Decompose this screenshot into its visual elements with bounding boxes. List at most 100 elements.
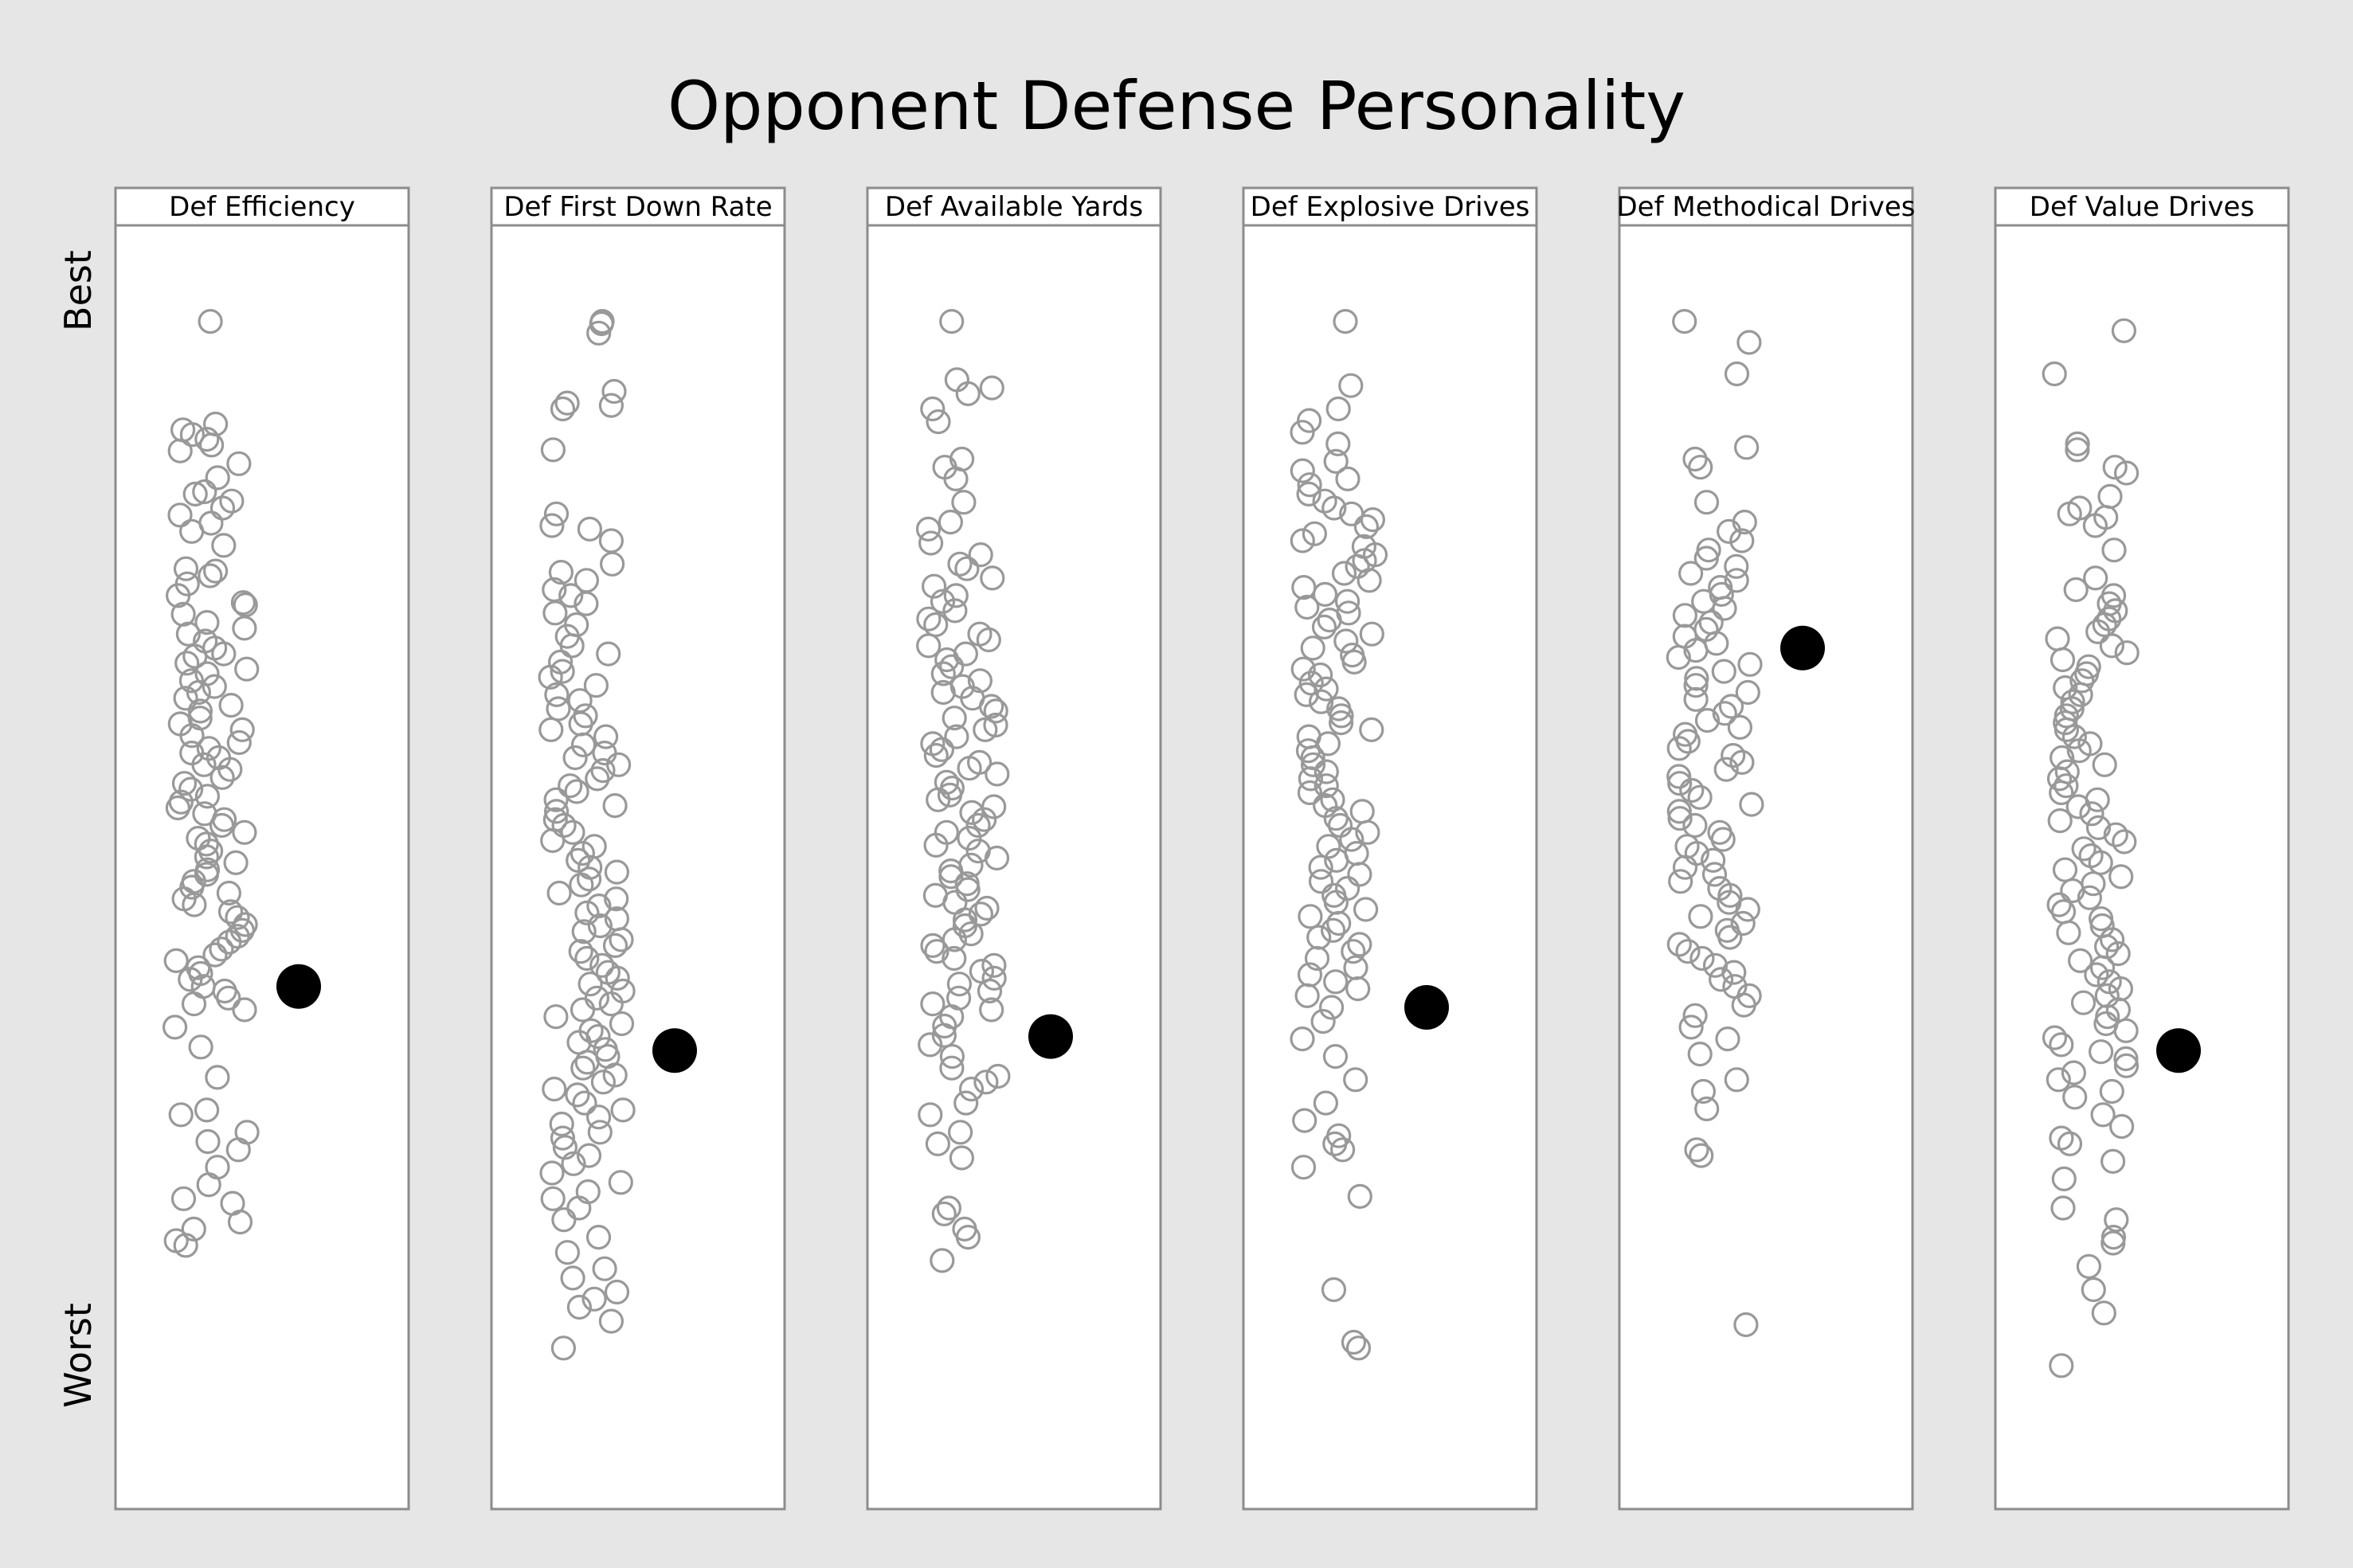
data-point xyxy=(1294,682,1319,708)
data-point xyxy=(947,551,973,577)
data-point xyxy=(202,674,227,699)
data-point xyxy=(1736,330,1762,355)
panel-def-explosive-drives: Def Explosive Drives xyxy=(1242,186,1538,1511)
data-point xyxy=(227,1209,253,1235)
data-point xyxy=(943,583,969,608)
data-point xyxy=(2103,822,2128,847)
data-point xyxy=(2049,1032,2074,1058)
data-point xyxy=(209,936,234,962)
data-point xyxy=(1666,764,1692,789)
data-point xyxy=(162,1015,188,1040)
data-point xyxy=(2112,829,2137,854)
data-point xyxy=(2102,455,2128,480)
data-point xyxy=(1668,869,1693,894)
data-point xyxy=(979,997,1004,1023)
highlight-point xyxy=(1404,985,1449,1030)
data-point xyxy=(968,901,994,927)
data-point xyxy=(1359,621,1384,647)
data-point xyxy=(946,972,973,997)
data-point xyxy=(954,556,980,581)
data-point xyxy=(1666,736,1692,761)
data-point xyxy=(608,1170,633,1195)
data-point xyxy=(234,656,260,682)
data-point xyxy=(1294,594,1320,620)
data-point xyxy=(554,1240,581,1265)
panel-frame xyxy=(1242,224,1538,1511)
data-point xyxy=(209,812,235,839)
data-point xyxy=(959,800,985,826)
data-point xyxy=(170,1186,197,1211)
data-point xyxy=(2089,1039,2114,1065)
data-point xyxy=(232,819,257,845)
data-point xyxy=(191,752,217,777)
data-point xyxy=(1298,766,1324,792)
data-point xyxy=(181,1216,206,1242)
data-point xyxy=(958,1076,985,1102)
data-point xyxy=(539,513,565,538)
data-point xyxy=(2060,878,2085,904)
data-point xyxy=(934,647,960,673)
highlight-point xyxy=(276,964,321,1009)
data-point xyxy=(2104,1207,2129,1233)
data-point xyxy=(936,1195,962,1221)
data-point xyxy=(167,438,193,463)
data-point xyxy=(918,1102,943,1128)
data-point xyxy=(929,737,955,762)
data-point xyxy=(1735,679,1760,706)
data-point xyxy=(1717,925,1743,950)
data-point xyxy=(167,502,193,528)
data-point xyxy=(937,782,963,808)
data-point xyxy=(1345,976,1371,1002)
data-point xyxy=(598,1308,624,1334)
data-point xyxy=(566,1294,593,1320)
data-point xyxy=(203,558,229,584)
data-point xyxy=(1341,649,1367,675)
panel-title: Def Methodical Drives xyxy=(1617,191,1916,223)
data-point xyxy=(1318,995,1345,1020)
data-point xyxy=(949,1145,975,1171)
data-point xyxy=(1347,932,1372,957)
data-point xyxy=(1713,757,1739,782)
data-point xyxy=(565,1082,590,1108)
data-point xyxy=(564,779,589,804)
data-point xyxy=(939,654,965,679)
data-point xyxy=(602,1062,628,1088)
data-point xyxy=(2089,955,2116,980)
data-point xyxy=(2047,807,2073,834)
panel-frame xyxy=(490,224,786,1511)
data-point xyxy=(957,825,982,851)
data-point xyxy=(1290,528,1315,553)
data-point xyxy=(1334,588,1361,614)
data-point xyxy=(230,590,256,616)
data-point xyxy=(179,422,205,448)
data-point xyxy=(589,952,615,978)
data-point xyxy=(192,479,217,505)
data-point xyxy=(979,375,1004,401)
data-point xyxy=(218,692,244,718)
data-point xyxy=(599,551,625,577)
data-point xyxy=(1724,553,1749,579)
data-point xyxy=(174,651,200,676)
data-point xyxy=(1675,729,1701,754)
data-point xyxy=(1682,812,1708,839)
data-point xyxy=(194,844,219,870)
data-point xyxy=(198,839,224,864)
data-point xyxy=(977,978,1003,1004)
data-point xyxy=(2071,836,2097,862)
data-point xyxy=(592,1256,617,1281)
data-point xyxy=(581,1286,607,1312)
data-point xyxy=(1295,738,1321,764)
data-point xyxy=(2091,1300,2116,1326)
data-point xyxy=(939,309,965,334)
data-point xyxy=(1678,1015,1704,1040)
data-point xyxy=(2084,962,2109,987)
data-point xyxy=(1323,969,1349,995)
data-point xyxy=(1308,854,1333,880)
data-point xyxy=(593,724,619,749)
data-point xyxy=(202,942,228,968)
data-point xyxy=(546,880,572,906)
data-point xyxy=(2053,717,2079,743)
data-point xyxy=(2050,647,2076,673)
data-point xyxy=(1298,904,1323,929)
panel-title: Def Value Drives xyxy=(2030,191,2254,223)
